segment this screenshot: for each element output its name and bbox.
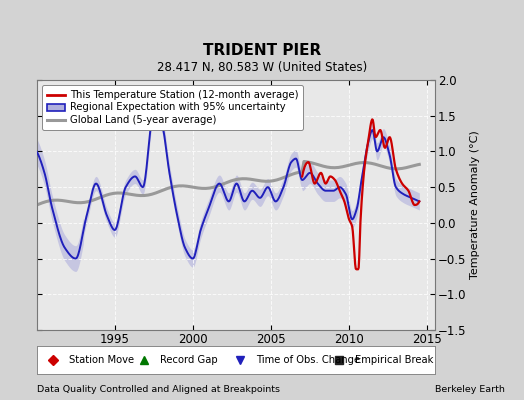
Text: Empirical Break: Empirical Break — [355, 355, 434, 365]
Y-axis label: Temperature Anomaly (°C): Temperature Anomaly (°C) — [471, 131, 481, 279]
Text: Berkeley Earth: Berkeley Earth — [435, 385, 505, 394]
Text: Record Gap: Record Gap — [160, 355, 218, 365]
Text: Time of Obs. Change: Time of Obs. Change — [256, 355, 360, 365]
Text: Station Move: Station Move — [69, 355, 134, 365]
Legend: This Temperature Station (12-month average), Regional Expectation with 95% uncer: This Temperature Station (12-month avera… — [42, 85, 303, 130]
Text: Data Quality Controlled and Aligned at Breakpoints: Data Quality Controlled and Aligned at B… — [37, 385, 280, 394]
Text: 28.417 N, 80.583 W (United States): 28.417 N, 80.583 W (United States) — [157, 61, 367, 74]
Text: TRIDENT PIER: TRIDENT PIER — [203, 43, 321, 58]
